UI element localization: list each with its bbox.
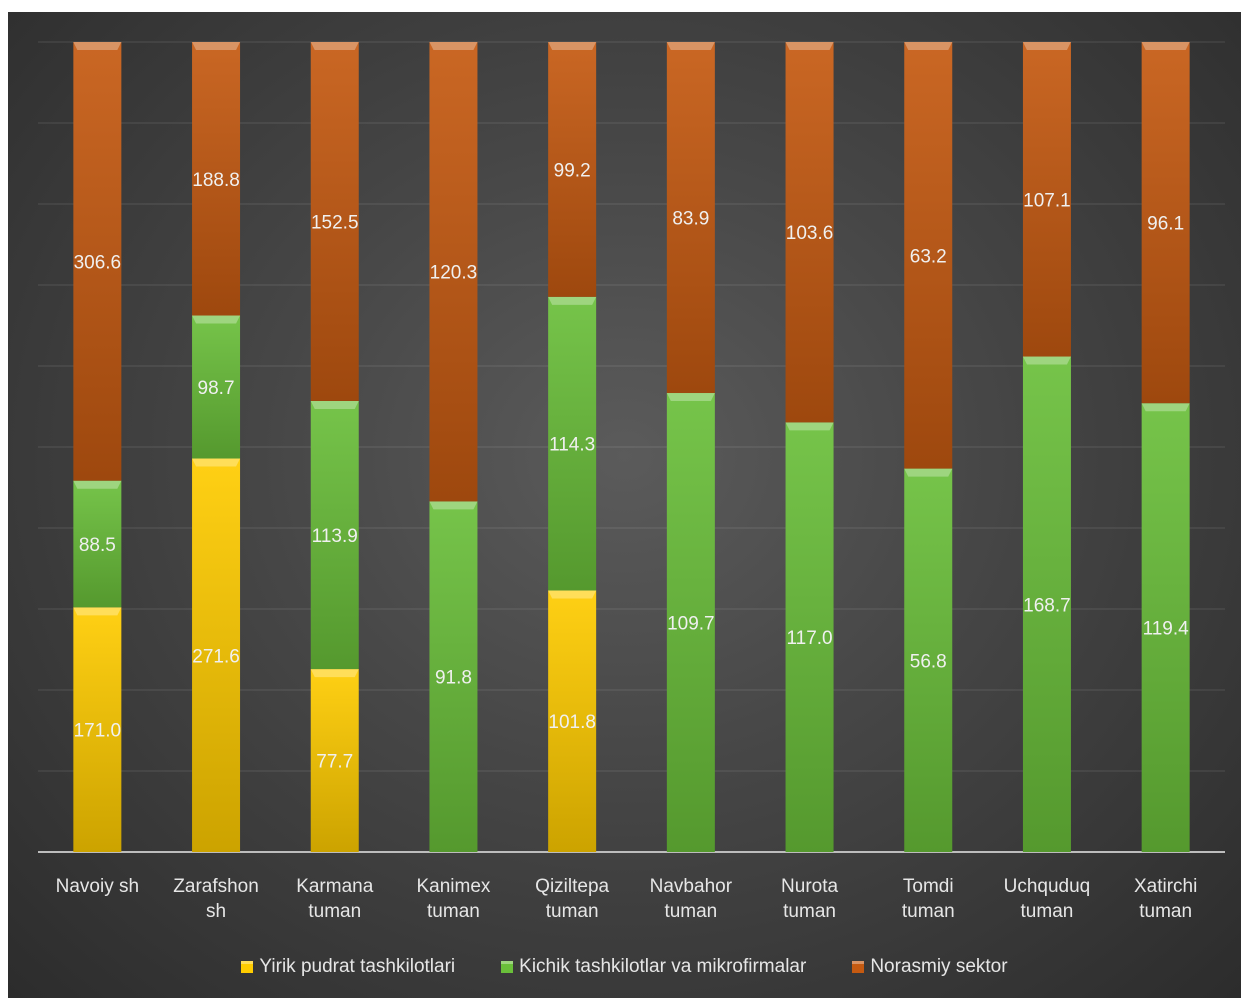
bar-segment [1022,356,1071,852]
data-label: 98.7 [198,378,235,399]
bar-bevel [310,42,359,50]
bar-bevel [548,296,597,305]
bar-segment [192,315,241,459]
data-label: 306.6 [74,252,122,273]
bar-bevel [192,315,241,324]
bar-bevel [192,42,241,50]
legend-swatch [852,961,865,973]
legend-item: Norasmiy sektor [852,956,1008,978]
bar-bevel [904,468,953,477]
bar-segment [548,296,597,591]
chart-area: 171.0 88.5 306.6 271.6 98.7 188.8 77.7 113.9 152… [8,12,1241,998]
bar-segment [666,42,715,394]
bar-segment [548,42,597,297]
bar-bevel [548,590,597,599]
data-label: 113.9 [312,526,358,547]
bar-segment [192,458,241,852]
data-label: 83.9 [672,209,709,230]
bar-segment [192,42,241,316]
data-label: 77.7 [316,752,353,773]
bar-bevel [785,42,834,50]
bar-bevel [1141,403,1190,412]
bar-bevel [666,393,715,402]
bar-segment [666,393,715,852]
bar-bevel [1022,42,1071,50]
data-label: 101.8 [548,712,596,733]
bar-segment [904,42,953,469]
bar-segment [1141,403,1190,852]
data-label: 91.8 [435,668,472,689]
bar-bevel [192,458,241,467]
data-label: 119.4 [1143,619,1190,640]
bar-segment [1022,42,1071,357]
bar-segment [429,42,478,502]
bar-segment [310,42,359,401]
data-label: 96.1 [1147,214,1184,235]
bar-bevel [1141,42,1190,50]
bar-segment [785,422,834,852]
data-label: 107.1 [1023,190,1071,211]
data-label: 63.2 [910,246,947,267]
bar-bevel [548,42,597,50]
legend-swatch [501,961,514,973]
data-label: 114.3 [549,435,595,456]
bar-bevel [904,42,953,50]
bar-segment [904,468,953,852]
bar-bevel [1022,356,1071,365]
bar-segment [73,42,122,481]
legend-item: Kichik tashkilotlar va mikrofirmalar [501,956,806,978]
bar-bevel [73,480,122,489]
data-label: 168.7 [1023,595,1071,616]
bar-bevel [785,422,834,431]
legend-label: Norasmiy sektor [870,956,1008,977]
bar-bevel [429,42,478,50]
bar-segment [73,480,122,608]
stacked-bar-chart: 171.0 88.5 306.6 271.6 98.7 188.8 77.7 113.9 152… [38,41,1225,853]
data-label: 88.5 [79,535,116,556]
legend: Yirik pudrat tashkilotlari Kichik tashkil… [8,956,1241,978]
bar-bevel [310,400,359,409]
bar-segment [1141,42,1190,404]
bar-segment [310,669,359,852]
data-label: 120.3 [430,263,478,284]
legend-swatch [241,961,254,973]
data-label: 109.7 [667,614,715,635]
legend-label: Kichik tashkilotlar va mikrofirmalar [519,956,807,977]
legend-item: Yirik pudrat tashkilotlari [241,956,455,978]
data-label: 271.6 [192,646,240,667]
data-label: 188.8 [192,170,240,191]
bar-bevel [310,669,359,678]
bar-bevel [666,42,715,50]
data-label: 99.2 [554,160,591,181]
bar-segment [429,501,478,852]
bar-segment [310,400,359,670]
legend-label: Yirik pudrat tashkilotlari [259,956,456,977]
data-label: 152.5 [311,212,359,233]
data-label: 56.8 [910,651,947,672]
bar-segment [785,42,834,423]
data-label: 103.6 [786,223,834,244]
bar-bevel [73,42,122,50]
data-label: 171.0 [74,721,122,742]
data-label: 117.0 [786,628,832,649]
bar-segment [73,607,122,852]
bar-segment [548,590,597,852]
bar-bevel [73,607,122,616]
bar-bevel [429,501,478,510]
